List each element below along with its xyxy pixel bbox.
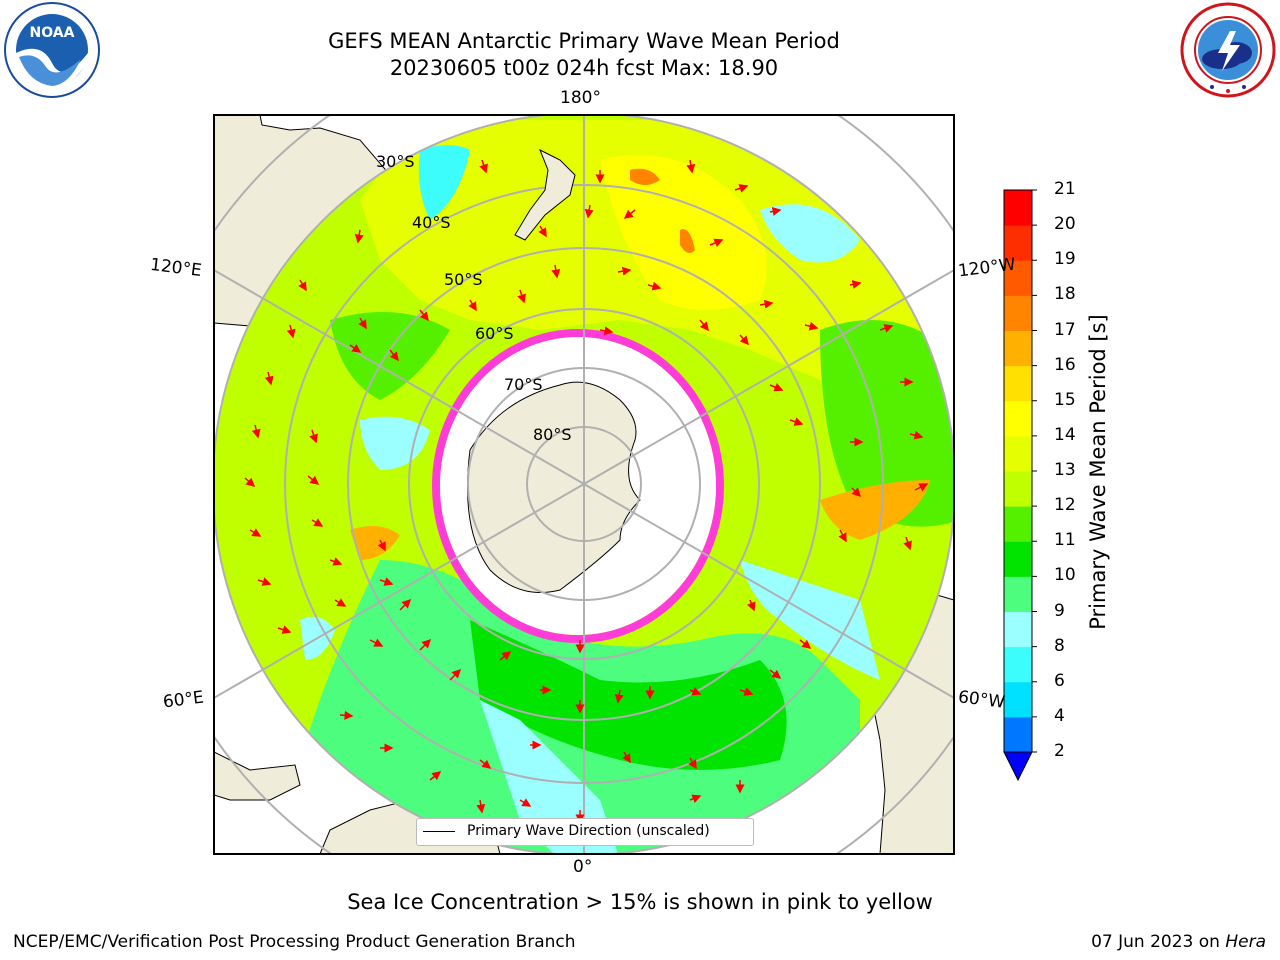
colorbar-tick-label: 21 bbox=[1054, 179, 1076, 199]
colorbar-segment bbox=[1004, 330, 1032, 367]
lat-label-30s: 30°S bbox=[376, 152, 415, 171]
colorbar-segment bbox=[1004, 225, 1032, 261]
colorbar-segment bbox=[1004, 611, 1032, 648]
colorbar-tick-label: 13 bbox=[1054, 460, 1076, 480]
colorbar-label: Primary Wave Mean Period [s] bbox=[1086, 314, 1110, 630]
map-legend: Primary Wave Direction (unscaled) bbox=[416, 818, 754, 846]
map-frame bbox=[213, 114, 955, 855]
lat-label-40s: 40°S bbox=[412, 213, 451, 232]
colorbar-tick-label: 15 bbox=[1054, 389, 1076, 410]
colorbar-tick-label: 17 bbox=[1054, 319, 1076, 340]
colorbar-tick-label: 10 bbox=[1054, 565, 1076, 586]
colorbar-segment bbox=[1004, 400, 1032, 437]
chart-title: GEFS MEAN Antarctic Primary Wave Mean Pe… bbox=[328, 29, 840, 53]
colorbar-tick-label: 20 bbox=[1054, 214, 1076, 235]
colorbar-segment bbox=[1004, 190, 1032, 226]
colorbar-segment bbox=[1004, 576, 1032, 612]
colorbar-tick-label: 9 bbox=[1054, 600, 1065, 621]
footer-host: Hera bbox=[1225, 932, 1266, 952]
noaa-logo: NOAA bbox=[4, 2, 100, 98]
colorbar-segment bbox=[1004, 506, 1032, 542]
colorbar-segment bbox=[1004, 260, 1032, 296]
colorbar-extend-triangle bbox=[1003, 751, 1033, 782]
colorbar-segment bbox=[1004, 716, 1032, 753]
colorbar-tick-label: 14 bbox=[1054, 424, 1076, 445]
footer-date-text: 07 Jun 2023 on bbox=[1091, 932, 1226, 952]
chart-subtitle: 20230605 t00z 024h fcst Max: 18.90 bbox=[389, 56, 779, 80]
colorbar-segment bbox=[1004, 295, 1032, 331]
wave-direction-arrows bbox=[244, 159, 929, 824]
colorbar-segment bbox=[1004, 471, 1032, 507]
land-madagascar bbox=[214, 751, 301, 801]
colorbar-segment bbox=[1004, 435, 1032, 472]
colorbar-tick-label: 19 bbox=[1054, 249, 1076, 270]
lat-label-70s: 70°S bbox=[504, 375, 543, 394]
lat-label-80s: 80°S bbox=[533, 425, 572, 444]
colorbar-tick-label: 16 bbox=[1054, 354, 1076, 375]
colorbar-tick-label: 11 bbox=[1054, 530, 1076, 551]
lat-label-60s: 60°S bbox=[475, 324, 514, 343]
lat-label-50s: 50°S bbox=[444, 270, 483, 289]
footer-branch: NCEP/EMC/Verification Post Processing Pr… bbox=[13, 932, 576, 952]
footer-date: 07 Jun 2023 on Hera bbox=[1091, 932, 1266, 952]
graticule bbox=[214, 115, 954, 854]
colorbar-tick-label: 8 bbox=[1054, 635, 1065, 656]
noaa-logo-text: NOAA bbox=[30, 25, 75, 41]
land-new-zealand-overlay bbox=[514, 148, 576, 241]
colorbar-tick-label: 6 bbox=[1054, 670, 1065, 691]
colorbar-segment bbox=[1004, 541, 1032, 577]
lon-label-180: 180° bbox=[560, 88, 601, 108]
colorbar-segment bbox=[1004, 365, 1032, 402]
lon-label-0: 0° bbox=[573, 857, 593, 877]
colorbar-segment bbox=[1004, 646, 1032, 683]
nws-logo bbox=[1180, 2, 1276, 98]
colorbar bbox=[1003, 189, 1037, 782]
colorbar-tick-label: 2 bbox=[1054, 741, 1065, 761]
colorbar-tick-label: 4 bbox=[1054, 705, 1065, 726]
colorbar-segment bbox=[1004, 681, 1032, 718]
sea-ice-note: Sea Ice Concentration > 15% is shown in … bbox=[347, 890, 933, 914]
colorbar-tick-label: 18 bbox=[1054, 284, 1076, 305]
colorbar-tick-label: 12 bbox=[1054, 495, 1076, 516]
legend-label: Primary Wave Direction (unscaled) bbox=[467, 823, 710, 839]
legend-line-swatch bbox=[423, 831, 455, 832]
